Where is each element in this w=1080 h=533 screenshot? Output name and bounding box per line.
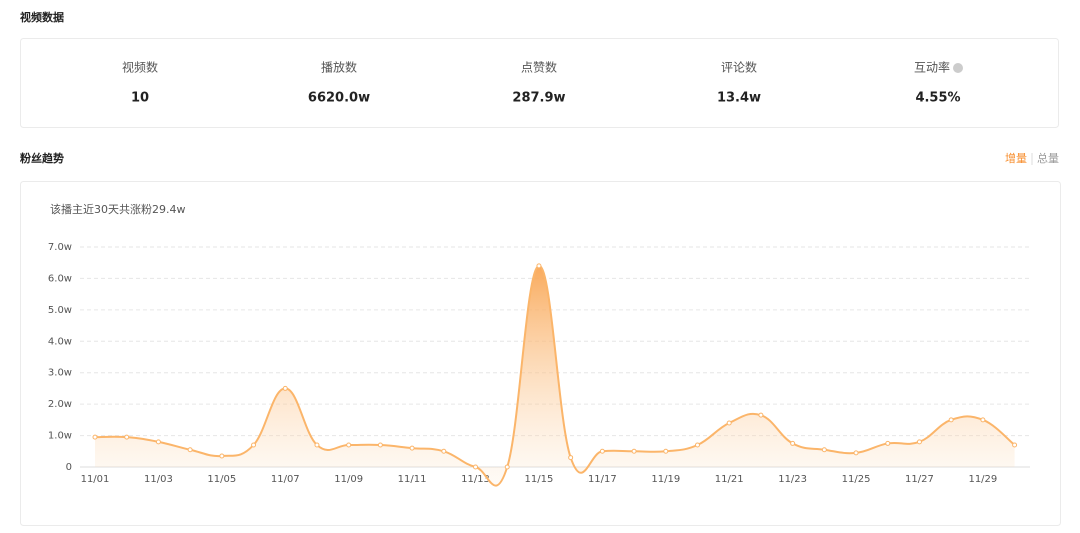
point bbox=[314, 442, 320, 448]
point bbox=[980, 417, 986, 423]
x-tick-label: 11/29 bbox=[968, 474, 997, 485]
stat-label: 播放数 bbox=[321, 60, 357, 75]
stat-value: 6620.0w bbox=[308, 91, 370, 106]
y-tick-label: 7.0w bbox=[48, 242, 72, 253]
x-tick-label: 11/19 bbox=[651, 474, 680, 485]
trend-title: 粉丝趋势 bbox=[20, 151, 64, 165]
point bbox=[251, 442, 257, 448]
point bbox=[853, 450, 859, 456]
point bbox=[473, 464, 479, 470]
point bbox=[155, 439, 161, 445]
y-tick-label: 2.0w bbox=[48, 399, 72, 410]
point bbox=[663, 448, 669, 454]
point bbox=[631, 448, 637, 454]
point bbox=[885, 440, 891, 446]
y-tick-label: 0 bbox=[66, 462, 72, 473]
x-tick-label: 11/25 bbox=[842, 474, 871, 485]
point bbox=[821, 447, 827, 453]
point bbox=[124, 434, 130, 440]
x-tick-label: 11/09 bbox=[334, 474, 363, 485]
stat-value: 287.9w bbox=[512, 91, 565, 106]
stat-label: 评论数 bbox=[721, 60, 757, 75]
stat-value: 13.4w bbox=[717, 91, 761, 106]
x-tick-label: 11/23 bbox=[778, 474, 807, 485]
point bbox=[346, 442, 352, 448]
point bbox=[916, 439, 922, 445]
point bbox=[92, 434, 98, 440]
stat-value: 4.55% bbox=[915, 91, 960, 106]
point bbox=[568, 455, 574, 461]
point bbox=[504, 464, 510, 470]
x-tick-label: 11/27 bbox=[905, 474, 934, 485]
y-tick-label: 3.0w bbox=[48, 368, 72, 379]
x-tick-label: 11/07 bbox=[271, 474, 300, 485]
stats: 视频数 10 播放数 6620.0w 点赞数 287.9w 评论数 13.4w 互动率 4.55% bbox=[122, 60, 961, 106]
stat-label: 点赞数 bbox=[521, 60, 557, 75]
x-tick-label: 11/11 bbox=[398, 474, 427, 485]
x-tick-label: 11/15 bbox=[525, 474, 554, 485]
y-tick-label: 4.0w bbox=[48, 336, 72, 347]
chart-subtitle: 该播主近30天共涨粉29.4w bbox=[50, 202, 186, 216]
stat-label: 互动率 bbox=[914, 60, 950, 75]
x-tick-label: 11/21 bbox=[715, 474, 744, 485]
toggle-increment[interactable]: 增量 bbox=[1005, 151, 1027, 165]
x-tick-label: 11/17 bbox=[588, 474, 617, 485]
point bbox=[187, 447, 193, 453]
point bbox=[599, 448, 605, 454]
line bbox=[94, 264, 1016, 487]
y-tick-label: 6.0w bbox=[48, 273, 72, 284]
x-tick-label: 11/03 bbox=[144, 474, 173, 485]
y-tick-label: 5.0w bbox=[48, 305, 72, 316]
stat-value: 10 bbox=[131, 91, 149, 106]
point bbox=[409, 445, 415, 451]
point bbox=[536, 263, 542, 269]
x-tick-label: 11/13 bbox=[461, 474, 490, 485]
point bbox=[441, 448, 447, 454]
y-tick-label: 1.0w bbox=[48, 431, 72, 442]
point bbox=[758, 412, 764, 418]
point bbox=[377, 442, 383, 448]
point bbox=[948, 417, 954, 423]
point bbox=[219, 453, 225, 459]
point bbox=[790, 440, 796, 446]
point bbox=[1012, 442, 1018, 448]
section-title: 视频数据 bbox=[20, 10, 64, 24]
x-tick-label: 11/05 bbox=[207, 474, 236, 485]
stat-label: 视频数 bbox=[122, 60, 158, 75]
point bbox=[282, 385, 288, 391]
toggle-total[interactable]: 总量 bbox=[1037, 151, 1059, 165]
x-tick-label: 11/01 bbox=[81, 474, 110, 485]
stats-card bbox=[20, 38, 1059, 128]
info-icon[interactable] bbox=[953, 63, 963, 73]
point bbox=[694, 442, 700, 448]
point bbox=[726, 420, 732, 426]
area bbox=[95, 265, 1015, 486]
